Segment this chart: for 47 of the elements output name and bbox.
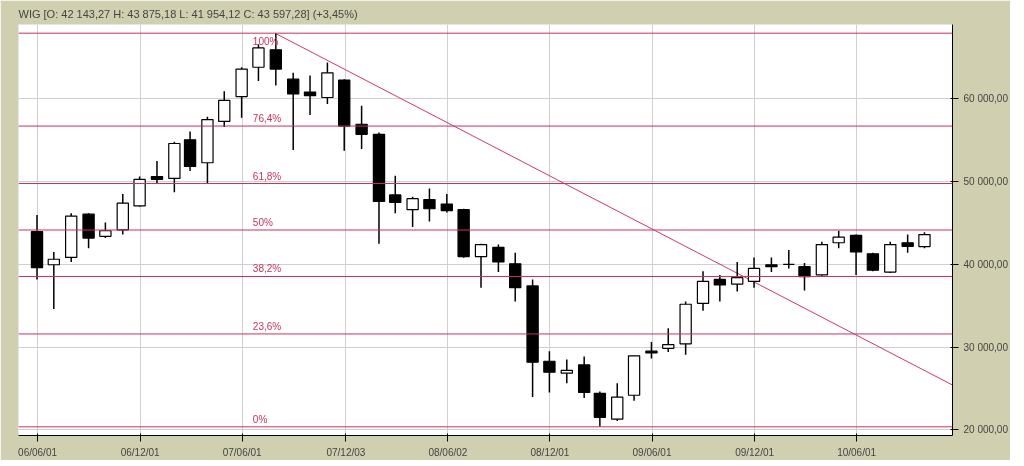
candlestick bbox=[423, 187, 436, 223]
candlestick bbox=[782, 249, 795, 270]
candlestick bbox=[901, 233, 914, 254]
x-tick-label: 06/06/01 bbox=[18, 446, 58, 458]
y-tick-label: 60 000,00 bbox=[963, 93, 1009, 105]
y-tick-label: 50 000,00 bbox=[963, 176, 1009, 188]
candlestick bbox=[303, 74, 317, 116]
candlestick bbox=[798, 262, 811, 292]
annotation: 23,6% bbox=[252, 320, 282, 332]
y-tick-label: 20 000,00 bbox=[963, 424, 1009, 436]
annotation: 76,4% bbox=[252, 113, 282, 125]
candlestick bbox=[611, 382, 624, 422]
annotation: 50% bbox=[252, 217, 273, 228]
candlestick bbox=[440, 193, 454, 214]
candlestick bbox=[696, 270, 710, 312]
x-tick-label: 06/12/01 bbox=[120, 446, 161, 458]
candlestick bbox=[662, 327, 675, 353]
x-tick-label: 07/12/03 bbox=[326, 446, 366, 458]
candlestick bbox=[509, 252, 522, 303]
candlestick bbox=[849, 233, 863, 276]
candlestick bbox=[287, 72, 300, 151]
x-tick-label: 10/06/01 bbox=[837, 446, 877, 458]
candlestick bbox=[252, 43, 265, 82]
y-tick-label: 30 000,00 bbox=[963, 341, 1009, 353]
candlestick bbox=[492, 243, 505, 273]
x-tick-label: 07/06/01 bbox=[222, 446, 263, 458]
candlestick bbox=[474, 242, 488, 289]
candlestick bbox=[713, 274, 727, 303]
annotation: 0% bbox=[252, 413, 268, 425]
x-tick-label: 09/06/01 bbox=[632, 446, 672, 458]
annotation: 61,8% bbox=[252, 170, 282, 182]
candlestick bbox=[389, 174, 402, 215]
chart-title: WIG [O: 42 143,27 H: 43 875,18 L: 41 954,12 C: 43 597,28] (+3,45%) bbox=[18, 7, 358, 20]
candlestick bbox=[406, 196, 419, 228]
candlestick bbox=[150, 160, 164, 185]
annotation: 38,2% bbox=[252, 263, 282, 275]
x-tick-label: 08/06/02 bbox=[428, 446, 468, 458]
candlestick bbox=[560, 358, 573, 385]
x-tick-label: 08/12/01 bbox=[530, 446, 570, 458]
x-tick-label: 09/12/01 bbox=[735, 446, 775, 458]
candlestick bbox=[747, 256, 761, 289]
y-tick-label: 40 000,00 bbox=[963, 258, 1009, 270]
candlestick bbox=[543, 350, 556, 394]
candlestick bbox=[82, 212, 95, 249]
candlestick bbox=[731, 261, 744, 293]
candlestick bbox=[218, 90, 231, 128]
candlestick bbox=[593, 390, 607, 428]
